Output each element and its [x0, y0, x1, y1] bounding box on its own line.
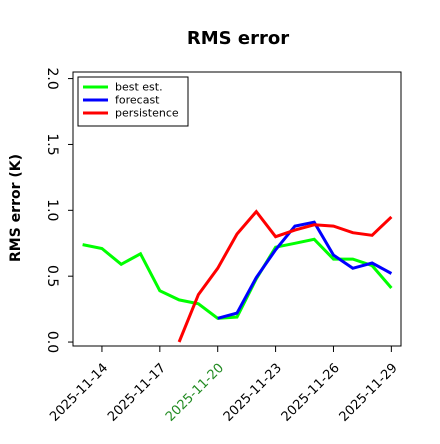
y-tick-label: 1.5: [44, 133, 60, 155]
y-tick-label: 2.0: [44, 67, 60, 89]
y-tick-label: 0.0: [44, 331, 60, 353]
y-tick-label: 0.5: [44, 265, 60, 287]
legend-label: best est.: [115, 81, 163, 94]
y-axis-label: RMS error (K): [8, 154, 24, 262]
legend-label: persistence: [115, 107, 179, 120]
y-tick-label: 1.0: [44, 199, 60, 221]
chart-title: RMS error: [187, 28, 289, 49]
legend-label: forecast: [115, 94, 160, 107]
